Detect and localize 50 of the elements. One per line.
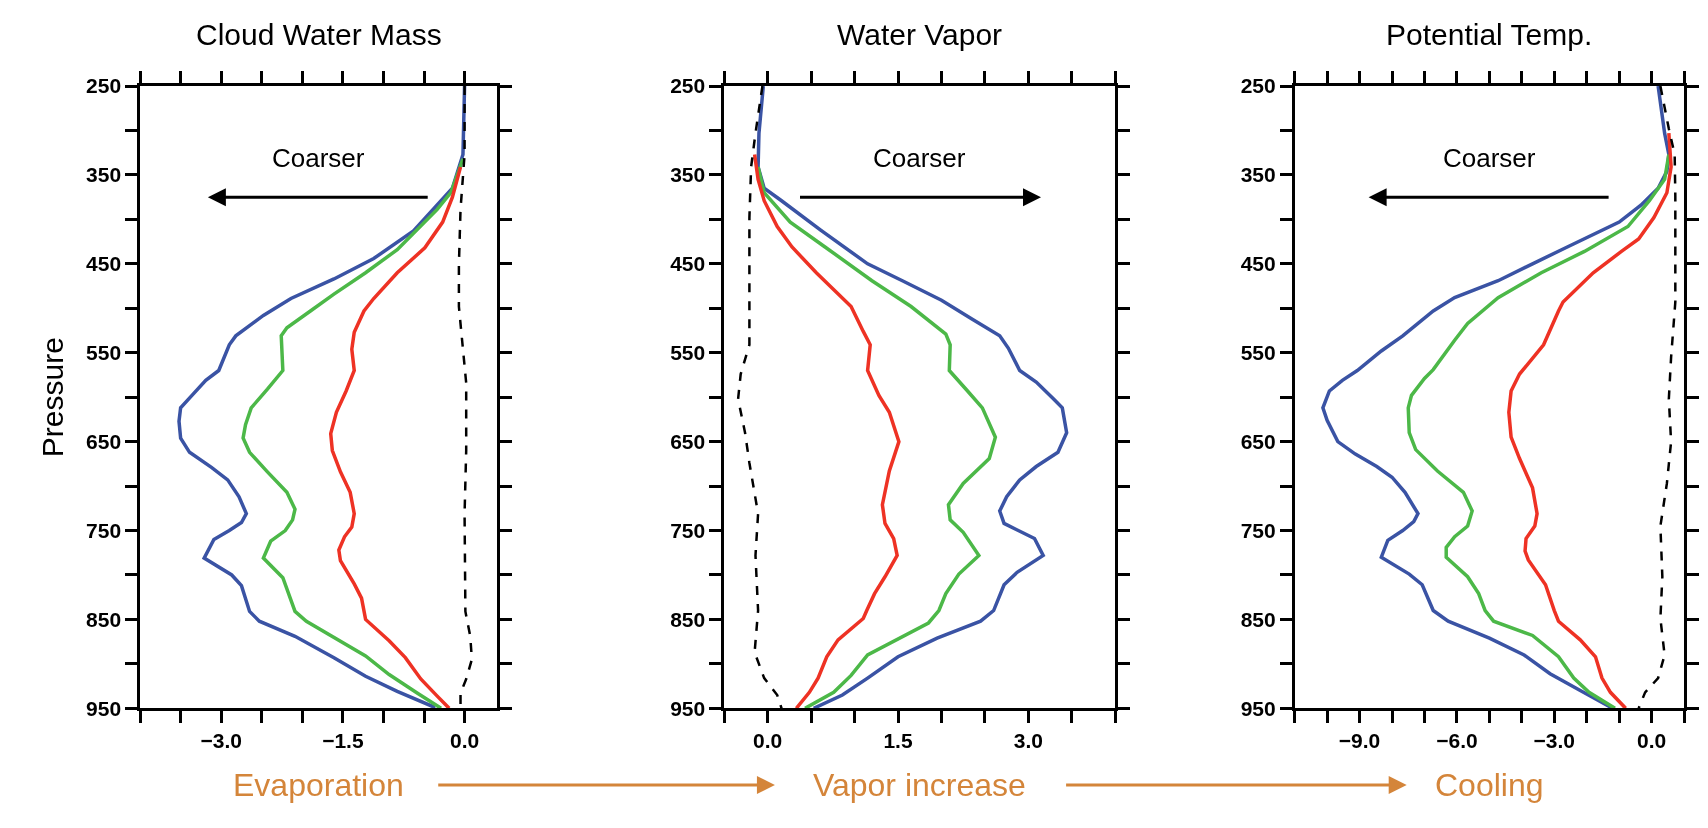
y-tick-label: 350 xyxy=(86,163,122,187)
annotation: Coarser xyxy=(1443,143,1536,173)
y-tick-label: 650 xyxy=(670,429,706,453)
line-series xyxy=(736,86,783,709)
x-tick-label: 0.0 xyxy=(1637,729,1667,753)
y-tick-label: 650 xyxy=(86,429,122,453)
x-tick-label: 0.0 xyxy=(449,729,480,753)
y-tick-label: 950 xyxy=(86,696,122,720)
y-tick-label: 350 xyxy=(670,163,706,187)
y-tick-label: 850 xyxy=(670,607,706,631)
x-tick-label: 3.0 xyxy=(1013,729,1043,753)
y-axis-title: Pressure xyxy=(36,337,70,458)
x-tick-label: 1.5 xyxy=(883,729,913,753)
y-tick-label: 450 xyxy=(86,252,122,276)
text: Cooling xyxy=(1435,767,1544,803)
chart-title: Water Vapor xyxy=(837,18,1003,51)
line-series xyxy=(756,86,1069,709)
x-tick-label: 0.0 xyxy=(753,729,783,753)
chart-title: Cloud Water Mass xyxy=(196,18,442,51)
chart-title: Potential Temp. xyxy=(1386,18,1593,51)
y-tick-label: 650 xyxy=(1240,429,1276,453)
annotation: Coarser xyxy=(272,143,365,173)
text: Evaporation xyxy=(233,767,404,803)
x-tick-label: −3.0 xyxy=(200,729,242,753)
line-series xyxy=(1637,86,1677,709)
y-tick-label: 750 xyxy=(670,518,706,542)
y-tick-label: 550 xyxy=(670,341,706,365)
y-tick-label: 950 xyxy=(670,696,706,720)
x-tick-label: −9.0 xyxy=(1338,729,1381,753)
line-series xyxy=(328,165,463,709)
y-tick-label: 850 xyxy=(86,607,122,631)
y-tick-label: 250 xyxy=(1240,74,1276,98)
y-tick-label: 550 xyxy=(86,341,122,365)
line-series xyxy=(1321,86,1671,709)
line-series xyxy=(756,165,998,709)
y-tick-label: 750 xyxy=(1240,518,1276,542)
y-tick-label: 250 xyxy=(86,74,122,98)
x-tick-label: −3.0 xyxy=(1533,729,1576,753)
y-tick-label: 450 xyxy=(1240,252,1276,276)
y-tick-label: 450 xyxy=(670,252,706,276)
annotation: Coarser xyxy=(873,143,966,173)
y-tick-label: 550 xyxy=(1240,341,1276,365)
x-tick-label: −1.5 xyxy=(322,729,364,753)
y-tick-label: 350 xyxy=(1240,163,1276,187)
y-tick-label: 950 xyxy=(1240,696,1276,720)
x-tick-label: −6.0 xyxy=(1436,729,1478,753)
y-tick-label: 750 xyxy=(86,518,122,542)
text: Vapor increase xyxy=(813,767,1026,803)
y-tick-label: 850 xyxy=(1240,607,1276,631)
y-tick-label: 250 xyxy=(670,74,706,98)
